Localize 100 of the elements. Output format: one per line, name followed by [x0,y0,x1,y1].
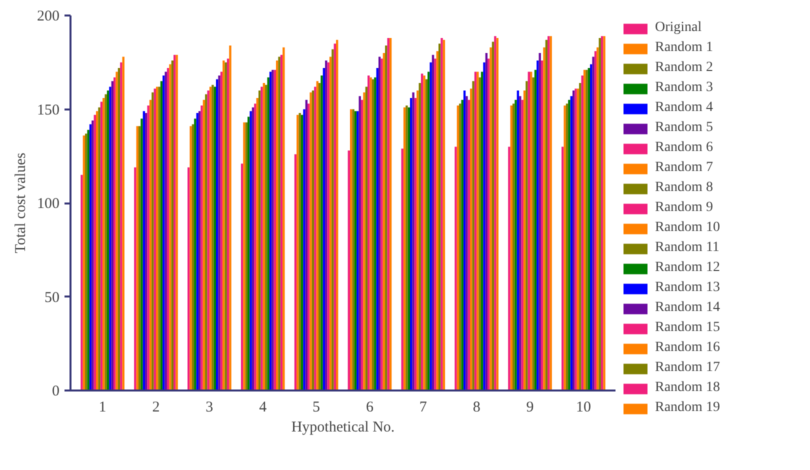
bar [80,174,83,390]
bar [216,79,218,390]
bar [588,68,590,390]
bar [267,77,270,390]
y-axis-title: Total cost values [13,152,29,254]
bar [243,122,246,390]
bar [540,60,544,390]
bar [87,130,90,390]
bar [145,113,148,390]
bar [218,76,220,390]
bar [254,104,256,390]
legend-label: Random 18 [655,380,720,396]
bar [354,111,357,390]
bar [256,98,258,390]
bar [512,104,515,390]
bar [490,47,492,390]
bar [248,116,250,390]
legend-label: Random 15 [655,320,720,336]
bar [109,86,112,390]
bar [470,88,472,390]
bar [336,40,338,390]
bar [374,77,376,390]
bar [152,92,154,390]
bar [592,56,594,390]
bar [526,81,528,390]
bar [389,38,392,390]
bar [102,98,105,390]
bar [190,126,192,390]
bar [538,53,541,390]
bar [116,72,118,390]
legend-label: Random 4 [655,100,713,116]
x-tick-label: 9 [526,400,534,416]
bar [545,40,548,390]
x-tick-label: 3 [206,400,214,416]
bar [485,53,488,390]
bar [474,72,477,390]
bar [198,111,201,390]
legend-label: Random 7 [655,160,713,176]
bar [98,107,100,390]
bar [162,76,165,390]
bar [169,64,172,390]
bar [438,44,441,390]
bar [196,113,198,390]
legend-label: Random 16 [655,340,720,356]
bar [188,167,190,390]
bar [603,36,606,390]
bar [250,111,252,390]
bar [318,83,321,390]
bar [583,70,586,390]
bar [314,86,316,390]
bar [220,72,223,390]
bar [562,146,564,390]
legend-label: Random 11 [655,240,720,256]
bar [207,90,210,390]
bar [329,56,332,390]
bar [570,96,572,390]
bar [456,106,460,390]
bar [147,106,150,390]
bar [134,167,136,390]
x-tick-label: 4 [259,400,268,416]
y-tick-label: 150 [37,102,60,118]
bar [385,46,388,390]
bar [428,72,430,390]
bar [521,100,524,390]
bar [114,77,116,390]
bar [308,104,310,390]
bar [280,54,283,390]
bar [476,72,479,390]
bar [138,126,141,390]
legend-label: Random 2 [655,60,713,76]
bar [579,83,582,390]
bar [598,38,601,390]
x-tick-label: 7 [419,400,428,416]
bar [140,118,143,390]
bar [459,104,462,390]
bar [104,94,107,390]
bar [586,70,588,390]
bar [332,49,334,390]
bar [594,51,597,390]
bar [363,92,366,390]
bar [436,51,438,390]
bar [590,64,592,390]
bar [334,44,336,390]
bar [154,88,156,390]
bar [322,68,326,390]
bar [463,90,466,390]
x-tick-label: 8 [472,400,480,416]
bar [566,104,568,390]
bar [408,107,410,390]
bar [401,148,404,390]
y-tick-label: 200 [37,8,60,24]
bar [360,100,364,390]
x-tick-label: 1 [98,400,106,416]
bar [466,96,468,390]
bar [434,58,436,390]
bar [519,96,522,390]
bar [416,90,419,390]
bar [423,76,426,390]
bar [294,154,297,390]
bar [320,76,323,390]
